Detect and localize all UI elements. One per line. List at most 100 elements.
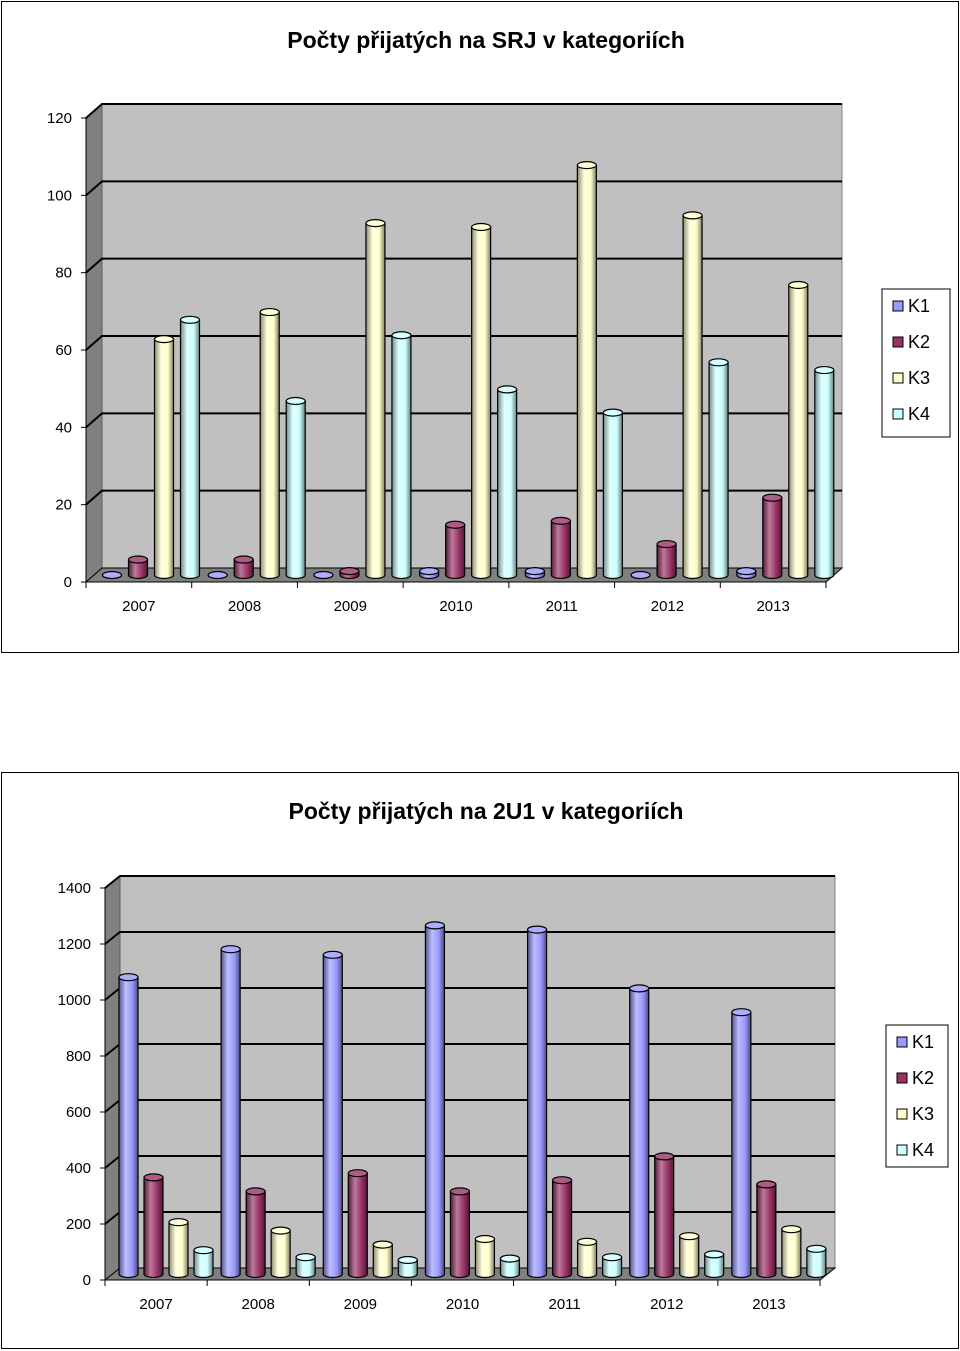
bar-k4-2009 <box>391 331 412 580</box>
gridline <box>104 875 835 889</box>
x-tick-label: 2009 <box>344 1296 377 1313</box>
bar-k1-2007 <box>118 973 139 1279</box>
legend-swatch-k3 <box>896 1108 908 1120</box>
bar-k1-2009 <box>322 950 343 1279</box>
bar-k3-2007 <box>153 335 175 580</box>
bar-k3-2009 <box>365 219 386 580</box>
y-tick-label: 40 <box>55 419 72 436</box>
y-tick-label: 0 <box>83 1272 91 1289</box>
y-tick-label: 80 <box>55 265 72 282</box>
bar-k4-2012 <box>704 1250 725 1279</box>
bar-k2-2012 <box>656 539 677 580</box>
y-tick-label: 1400 <box>58 880 91 897</box>
bar-k3-2011 <box>576 1237 598 1279</box>
bar-k1-2008 <box>207 570 228 580</box>
x-tick-label: 2009 <box>334 598 367 615</box>
bar-k1-2012 <box>630 570 651 580</box>
plot-side-wall <box>104 874 121 1282</box>
x-tick-label: 2012 <box>650 1296 683 1313</box>
y-tick-label: 1200 <box>58 936 91 953</box>
legend-label-k1: K1 <box>912 1032 934 1052</box>
bar-k3-2013 <box>788 280 809 580</box>
legend-swatch-k4 <box>896 1144 908 1156</box>
x-tick-label: 2013 <box>752 1296 785 1313</box>
bar-k3-2009 <box>372 1240 393 1279</box>
bar-k1-2010 <box>419 567 440 580</box>
bar-k2-2010 <box>445 520 466 580</box>
bar-k2-2012 <box>654 1152 675 1279</box>
bar-k2-2009 <box>347 1169 368 1279</box>
chart-title: Počty přijatých na 2U1 v kategoriích <box>289 798 684 824</box>
legend-label-k2: K2 <box>912 1068 934 1088</box>
bar-k2-2011 <box>550 516 571 580</box>
legend-swatch-k4 <box>892 408 904 420</box>
bar-k2-2013 <box>756 1180 777 1279</box>
gridline <box>104 931 835 945</box>
bar-k2-2007 <box>127 555 149 580</box>
bar-k1-2013 <box>736 567 757 580</box>
y-tick-label: 60 <box>55 342 72 359</box>
bar-k1-2010 <box>424 921 446 1279</box>
legend-label-k4: K4 <box>912 1140 934 1160</box>
y-tick-label: 200 <box>66 1216 91 1233</box>
bar-k1-2013 <box>731 1008 752 1279</box>
bar-k4-2009 <box>397 1255 418 1279</box>
bar-k2-2010 <box>449 1187 471 1279</box>
y-tick-label: 800 <box>66 1048 91 1065</box>
bar-k3-2008 <box>259 307 280 580</box>
bar-k3-2013 <box>781 1225 802 1279</box>
bar-k1-2009 <box>313 570 334 580</box>
chart-title: Počty přijatých na SRJ v kategoriích <box>287 27 685 53</box>
y-tick-label: 120 <box>47 110 72 127</box>
legend <box>885 1024 949 1168</box>
bar-k2-2009 <box>339 567 360 580</box>
bar-k3-2011 <box>576 161 597 580</box>
bar-k3-2012 <box>679 1232 700 1279</box>
x-tick-label: 2010 <box>439 598 472 615</box>
legend-swatch-k1 <box>896 1036 908 1048</box>
legend-swatch-k3 <box>892 372 904 384</box>
legend-label-k2: K2 <box>908 332 930 352</box>
y-tick-label: 600 <box>66 1104 91 1121</box>
bar-k4-2007 <box>193 1246 214 1279</box>
bar-k1-2007 <box>101 570 123 580</box>
bar-k3-2008 <box>270 1226 291 1279</box>
x-tick-label: 2008 <box>228 598 261 615</box>
bar-k3-2010 <box>474 1234 496 1279</box>
bar-k1-2012 <box>629 984 650 1279</box>
legend-label-k4: K4 <box>908 404 930 424</box>
bar-k4-2007 <box>179 315 201 580</box>
x-tick-label: 2011 <box>549 1296 581 1313</box>
x-tick-label: 2010 <box>446 1296 479 1313</box>
x-tick-label: 2013 <box>756 598 789 615</box>
legend-label-k3: K3 <box>908 368 930 388</box>
bar-k2-2008 <box>233 555 254 580</box>
x-tick-label: 2007 <box>122 598 155 615</box>
x-tick-label: 2007 <box>139 1296 172 1313</box>
y-tick-label: 0 <box>64 574 72 591</box>
bar-k4-2010 <box>499 1254 521 1279</box>
x-tick-label: 2011 <box>546 598 578 615</box>
legend-swatch-k2 <box>896 1072 908 1084</box>
bar-k1-2011 <box>524 567 545 580</box>
y-tick-label: 20 <box>55 497 72 514</box>
bar-k2-2008 <box>245 1187 266 1279</box>
bar-k4-2013 <box>806 1244 827 1279</box>
x-tick-label: 2008 <box>242 1296 275 1313</box>
bar-k2-2011 <box>551 1176 573 1279</box>
bar-k3-2007 <box>168 1218 189 1279</box>
bar-k4-2010 <box>497 385 518 580</box>
y-tick-label: 1000 <box>58 992 91 1009</box>
bar-k2-2007 <box>143 1173 164 1279</box>
chart-srj: Počty přijatých na SRJ v kategoriích 0 20 4… <box>47 27 951 615</box>
bar-k4-2011 <box>602 408 623 580</box>
legend-label-k1: K1 <box>908 296 930 316</box>
bar-k4-2013 <box>814 365 835 580</box>
gridline <box>85 103 842 119</box>
x-tick-label: 2012 <box>651 598 684 615</box>
bar-k4-2012 <box>708 358 729 580</box>
legend-swatch-k1 <box>892 300 904 312</box>
bar-k1-2008 <box>220 945 241 1279</box>
bar-k4-2011 <box>601 1253 623 1279</box>
